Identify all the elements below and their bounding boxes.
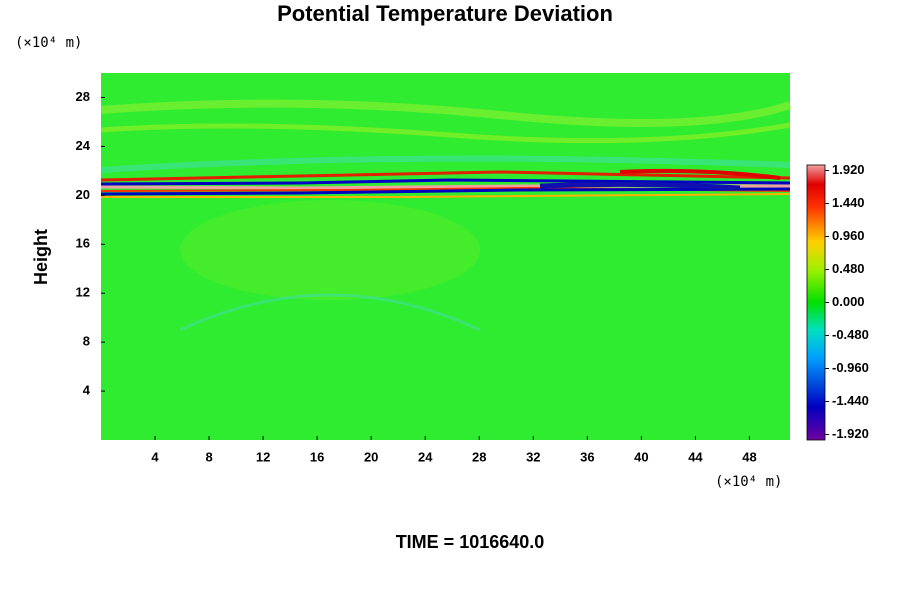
y-axis-label: Height <box>31 229 51 285</box>
x-tick-label: 16 <box>310 449 324 464</box>
x-tick-label: 20 <box>364 449 378 464</box>
x-tick-label: 32 <box>526 449 540 464</box>
field <box>100 73 792 440</box>
colorbar-tick-label: 1.920 <box>832 162 865 177</box>
chart-title: Potential Temperature Deviation <box>277 1 613 26</box>
x-tick-label: 12 <box>256 449 270 464</box>
colorbar <box>806 164 826 441</box>
y-tick-label: 4 <box>83 383 91 398</box>
y-tick-label: 12 <box>76 285 90 300</box>
y-unit: (×10⁴ m) <box>15 35 82 51</box>
y-tick-label: 24 <box>76 138 91 153</box>
x-tick-label: 4 <box>151 449 159 464</box>
colorbar-tick-label: -1.920 <box>832 426 869 441</box>
x-tick-label: 44 <box>688 449 703 464</box>
y-tick-label: 8 <box>83 334 90 349</box>
x-tick-label: 8 <box>205 449 212 464</box>
colorbar-tick-label: -1.440 <box>832 393 869 408</box>
x-tick-label: 28 <box>472 449 486 464</box>
colorbar-tick-label: -0.480 <box>832 327 869 342</box>
x-unit: (×10⁴ m) <box>715 474 782 490</box>
y-tick-label: 28 <box>76 89 90 104</box>
colorbar-tick-label: 0.960 <box>832 228 865 243</box>
x-tick-label: 24 <box>418 449 433 464</box>
y-tick-label: 20 <box>76 187 90 202</box>
colorbar-tick-label: 1.440 <box>832 195 865 210</box>
y-tick-label: 16 <box>76 236 90 251</box>
colorbar-tick-label: -0.960 <box>832 360 869 375</box>
colorbar-tick-label: 0.480 <box>832 261 865 276</box>
time-annotation: TIME = 1016640.0 <box>396 532 545 552</box>
colorbar-tick-label: 0.000 <box>832 294 865 309</box>
x-tick-label: 40 <box>634 449 648 464</box>
x-tick-label: 36 <box>580 449 594 464</box>
x-tick-label: 48 <box>742 449 756 464</box>
